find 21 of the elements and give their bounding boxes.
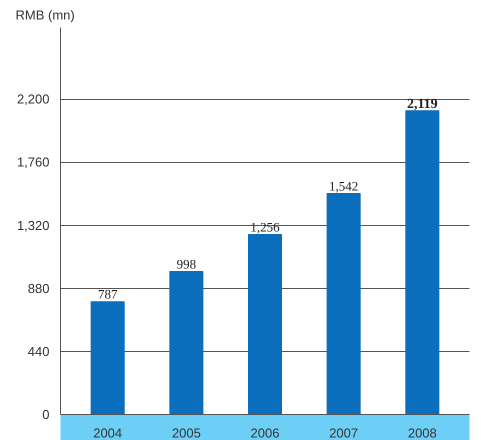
x-tick-label: 2008 (408, 426, 437, 440)
y-tick-label: 0 (42, 407, 50, 422)
data-label: 1,542 (329, 178, 358, 194)
bar (169, 270, 204, 414)
bar (326, 192, 361, 414)
y-tick-label: 1,760 (16, 154, 50, 170)
bar (405, 110, 440, 414)
data-label: 787 (98, 286, 118, 302)
y-tick-label: 1,320 (16, 218, 50, 233)
y-tick-label: 440 (28, 344, 50, 359)
bar (248, 234, 282, 414)
x-tick-label: 2005 (172, 426, 201, 440)
x-tick-label: 2007 (329, 426, 358, 440)
y-axis-title: RMB (mn) (16, 8, 75, 22)
data-label: 2,119 (406, 96, 438, 112)
x-tick-label: 2004 (93, 426, 122, 440)
data-label: 998 (176, 256, 196, 272)
x-tick-label: 2006 (250, 426, 280, 440)
y-tick-label: 880 (28, 280, 50, 296)
bar (90, 301, 125, 414)
y-tick-label: 2,200 (16, 92, 50, 107)
